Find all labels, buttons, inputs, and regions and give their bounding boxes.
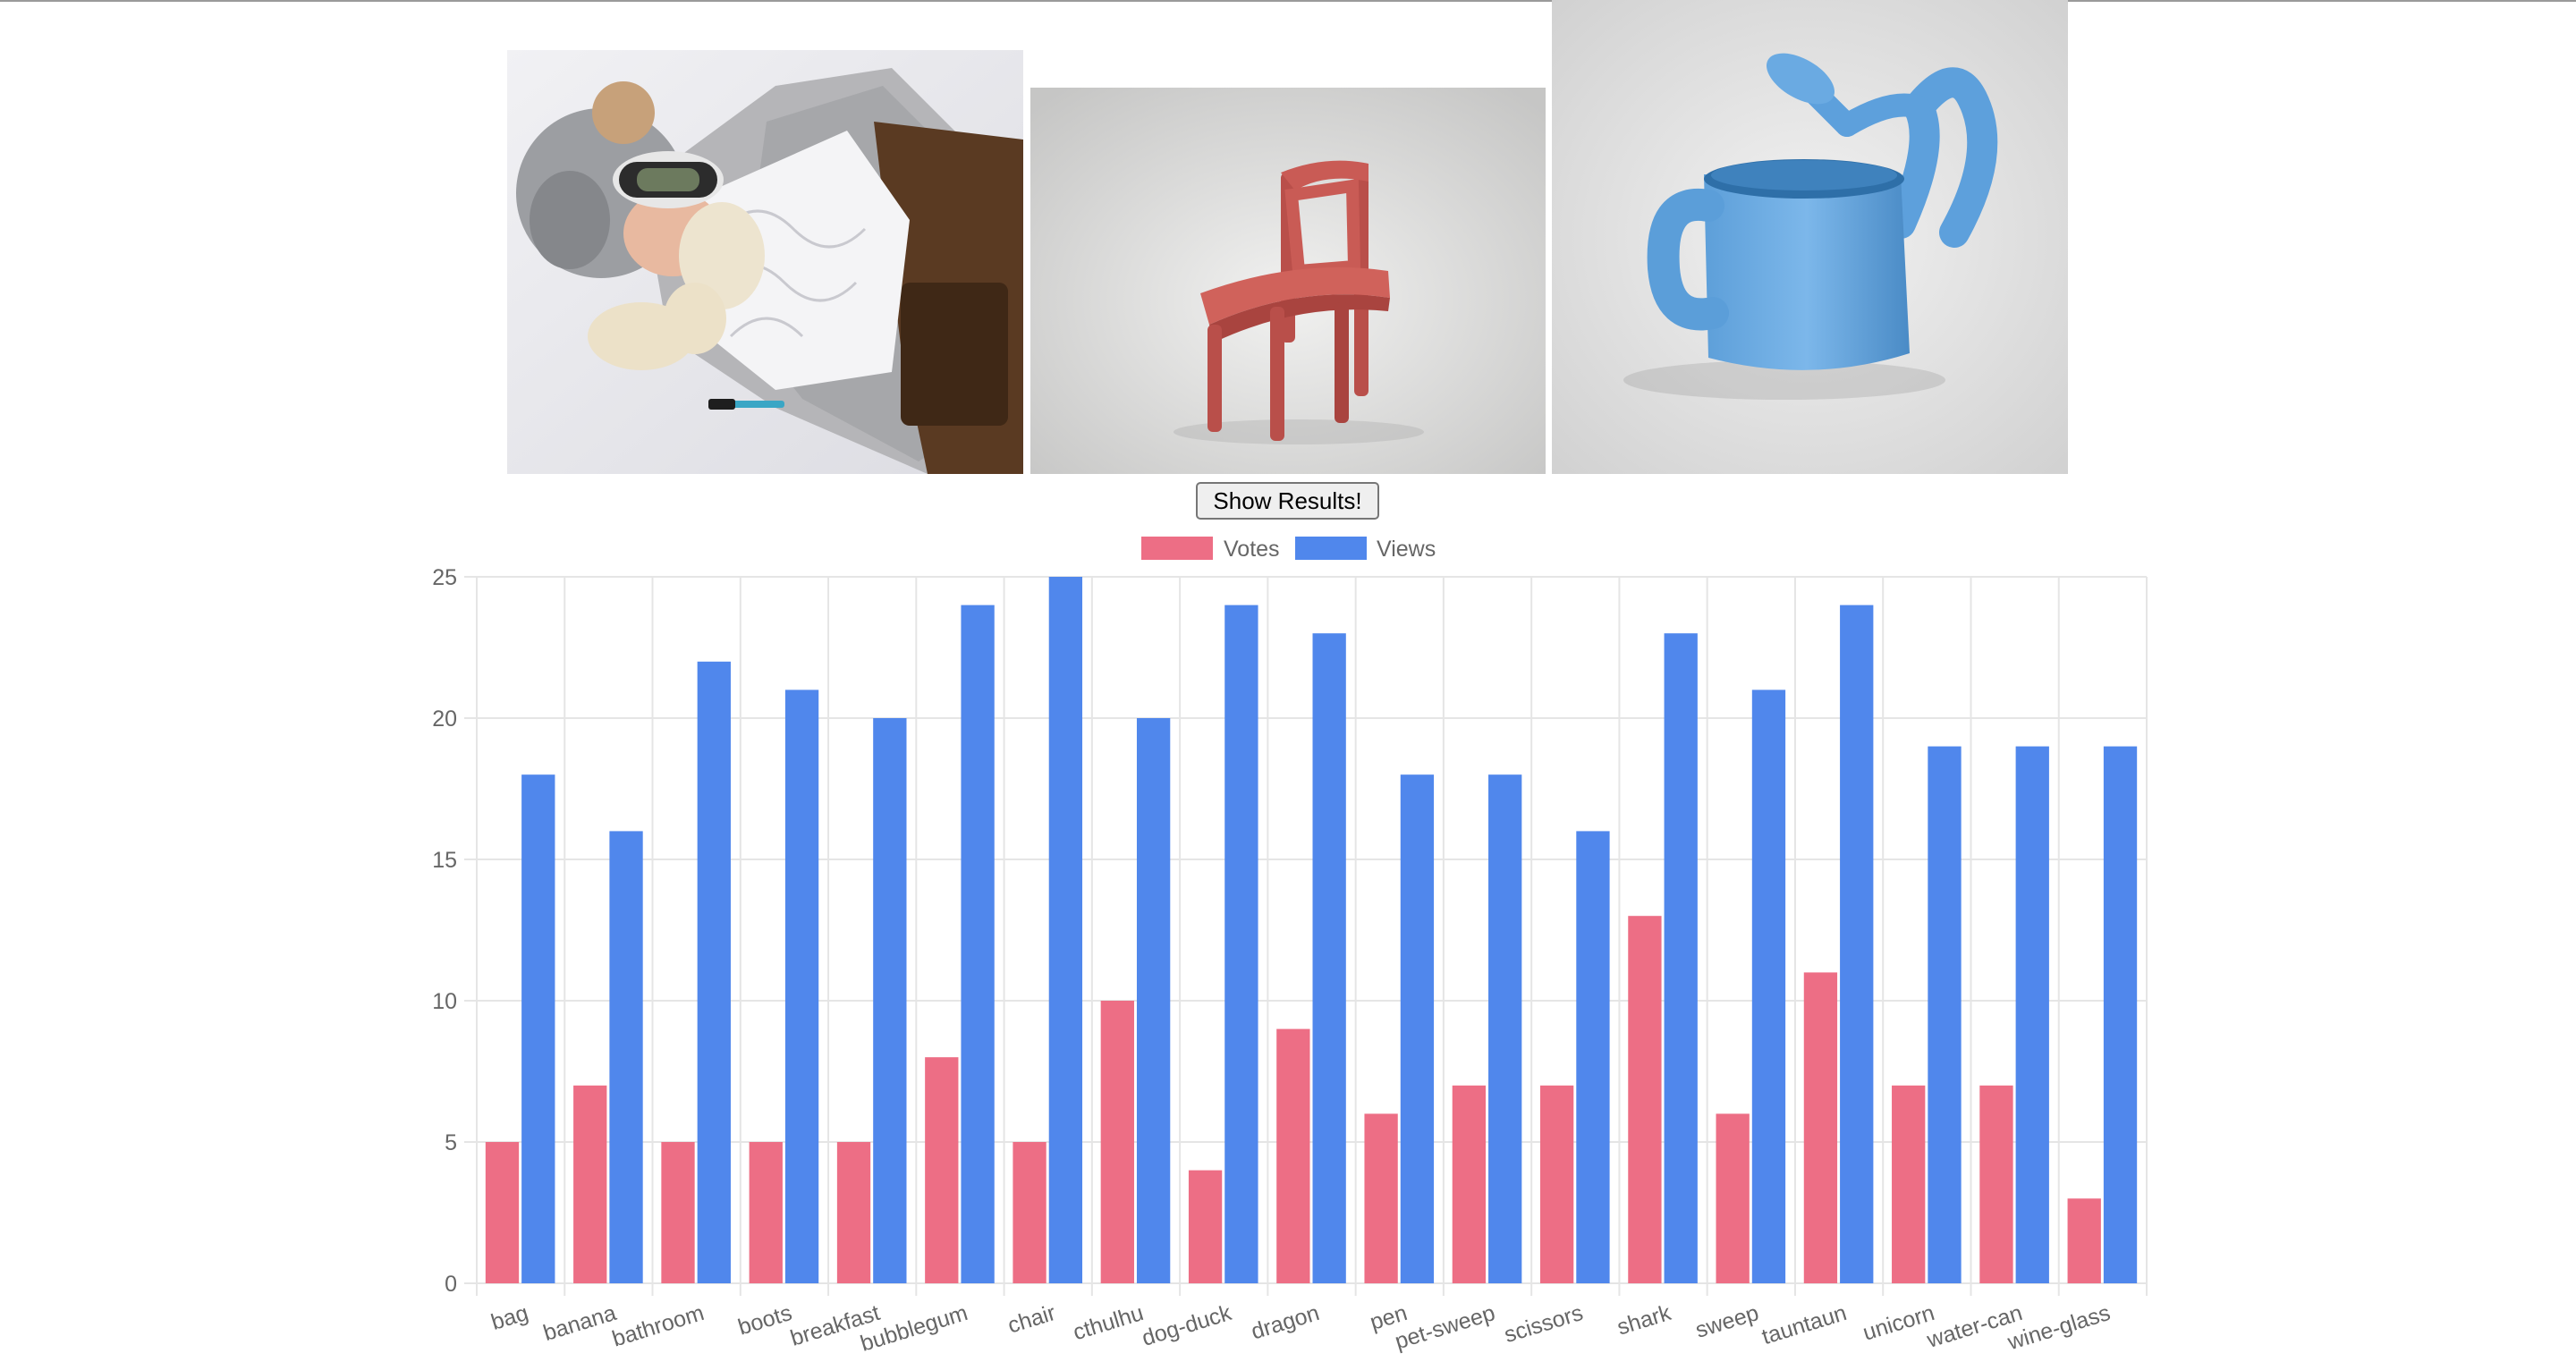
x-tick-label-unicorn: unicorn [1860, 1300, 1937, 1346]
show-results-button[interactable]: Show Results! [1196, 482, 1379, 520]
bar-votes-chair[interactable] [1013, 1142, 1046, 1283]
bar-votes-sweep[interactable] [1716, 1113, 1750, 1283]
legend-votes-swatch[interactable] [1141, 537, 1213, 560]
x-tick-label-sweep: sweep [1692, 1300, 1761, 1343]
bar-votes-wine-glass[interactable] [2067, 1198, 2101, 1283]
bar-votes-pet-sweep[interactable] [1452, 1085, 1487, 1283]
chart-bars [485, 577, 2138, 1283]
bar-votes-breakfast[interactable] [836, 1142, 871, 1283]
bar-votes-pen[interactable] [1364, 1113, 1398, 1283]
bar-views-dragon[interactable] [1312, 633, 1346, 1283]
y-tick-label: 20 [432, 706, 457, 732]
x-tick-label-pet-sweep: pet-sweep [1392, 1300, 1498, 1355]
bar-votes-banana[interactable] [573, 1085, 607, 1283]
y-tick-label: 0 [445, 1272, 457, 1297]
x-tick-label-cthulhu: cthulhu [1070, 1300, 1146, 1345]
results-chart: 0 5 10 15 20 25 bag banana bathroom boots breakfa… [0, 528, 2576, 1362]
bar-views-banana[interactable] [609, 831, 643, 1283]
x-tick-label-dog-duck: dog-duck [1139, 1300, 1234, 1351]
legend-votes-label[interactable]: Votes [1224, 537, 1280, 562]
bar-views-pen[interactable] [1400, 774, 1435, 1283]
bar-votes-dragon[interactable] [1276, 1028, 1310, 1283]
bar-views-boots[interactable] [784, 689, 819, 1283]
x-tick-label-shark: shark [1614, 1300, 1674, 1341]
bar-votes-boots[interactable] [749, 1142, 783, 1283]
x-tick-label-bag: bag [488, 1300, 531, 1335]
x-tick-label-scissors: scissors [1502, 1300, 1587, 1348]
bar-votes-water-can[interactable] [1979, 1085, 2013, 1283]
x-tick-label-chair: chair [1004, 1300, 1058, 1339]
bar-votes-cthulhu[interactable] [1100, 1001, 1134, 1283]
uncomfortable-chair-image [1030, 88, 1546, 474]
bar-views-bag[interactable] [521, 774, 555, 1283]
bar-views-dog-duck[interactable] [1224, 605, 1258, 1283]
product-image-water-can[interactable] [1552, 0, 2068, 474]
bar-views-tauntaun[interactable] [1840, 605, 1874, 1283]
y-axis: 0 5 10 15 20 25 [432, 565, 457, 1297]
tauntaun-sleeping-bag-image [507, 50, 1023, 474]
y-tick-label: 15 [432, 848, 457, 873]
product-image-bag[interactable] [507, 50, 1023, 474]
bar-views-chair[interactable] [1048, 577, 1083, 1283]
bar-votes-shark[interactable] [1628, 916, 1662, 1283]
bar-views-unicorn[interactable] [1928, 746, 1962, 1283]
bar-views-cthulhu[interactable] [1136, 718, 1171, 1283]
bar-views-scissors[interactable] [1576, 831, 1610, 1283]
bar-views-breakfast[interactable] [873, 718, 907, 1283]
bar-votes-unicorn[interactable] [1892, 1085, 1926, 1283]
x-tick-label-banana: banana [540, 1300, 619, 1346]
window-top-border [0, 0, 2576, 2]
bar-votes-dog-duck[interactable] [1188, 1170, 1223, 1283]
y-tick-label: 25 [432, 565, 457, 590]
product-image-chair[interactable] [1030, 88, 1546, 474]
x-tick-label-boots: boots [735, 1300, 795, 1341]
x-tick-label-dragon: dragon [1249, 1300, 1323, 1345]
legend-views-label[interactable]: Views [1377, 537, 1436, 562]
bar-views-shark[interactable] [1664, 633, 1698, 1283]
bar-views-pet-sweep[interactable] [1488, 774, 1522, 1283]
bar-views-bubblegum[interactable] [961, 605, 995, 1283]
bar-views-sweep[interactable] [1751, 689, 1786, 1283]
y-tick-label: 5 [445, 1130, 457, 1155]
chart-legend: Votes Views [1141, 537, 1436, 562]
bar-views-bathroom[interactable] [697, 661, 731, 1283]
bar-votes-bubblegum[interactable] [925, 1057, 959, 1283]
bar-views-water-can[interactable] [2015, 746, 2049, 1283]
bar-votes-bathroom[interactable] [661, 1142, 695, 1283]
self-watering-can-image [1552, 0, 2068, 474]
x-tick-label-bathroom: bathroom [609, 1300, 707, 1352]
bar-votes-tauntaun[interactable] [1803, 972, 1838, 1283]
bar-views-wine-glass[interactable] [2103, 746, 2138, 1283]
x-tick-label-tauntaun: tauntaun [1759, 1300, 1850, 1349]
legend-views-swatch[interactable] [1295, 537, 1367, 560]
bar-votes-bag[interactable] [485, 1142, 520, 1283]
bar-votes-scissors[interactable] [1539, 1085, 1574, 1283]
y-tick-label: 10 [432, 989, 457, 1014]
